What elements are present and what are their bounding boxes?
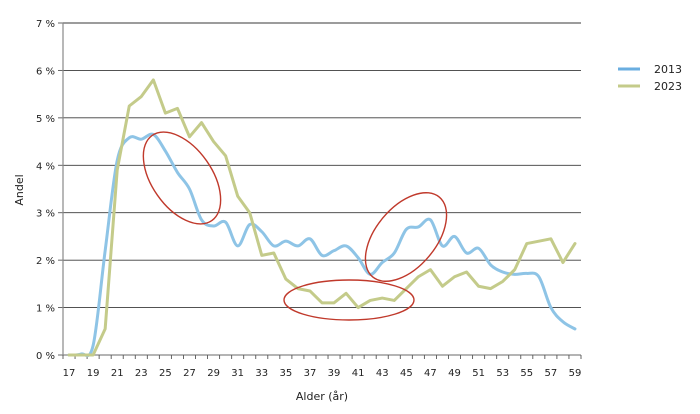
x-tick-label: 57 — [545, 368, 558, 379]
annotation-ellipse-2 — [283, 279, 415, 321]
y-tick-label: 3 % — [36, 209, 55, 220]
data-series — [67, 78, 577, 358]
x-tick-label: 43 — [376, 368, 389, 379]
annotation-ellipse-3 — [364, 192, 448, 282]
y-axis-title: Andel — [13, 174, 26, 205]
x-axis-title: Alder (år) — [296, 390, 348, 403]
x-tick-label: 51 — [472, 368, 485, 379]
series-line-2023 — [67, 78, 577, 357]
x-tick-label: 27 — [183, 368, 196, 379]
x-tick-label: 29 — [207, 368, 220, 379]
x-tick-label: 17 — [63, 368, 76, 379]
x-tick-label: 33 — [255, 368, 268, 379]
legend: 2013 2023 — [618, 63, 682, 93]
annotation-ellipses — [142, 131, 448, 321]
y-tick-label: 7 % — [36, 19, 55, 30]
y-axis-tick-labels: 0 % 1 % 2 % 3 % 4 % 5 % 6 % 7 % — [36, 19, 55, 362]
y-tick-label: 5 % — [36, 114, 55, 125]
y-tick-label: 0 % — [36, 351, 55, 362]
series-line-2013 — [67, 132, 577, 358]
x-tick-label: 19 — [87, 368, 100, 379]
x-tick-label: 53 — [496, 368, 509, 379]
x-tick-label: 59 — [569, 368, 582, 379]
y-tick-label: 2 % — [36, 256, 55, 267]
y-tick-label: 1 % — [36, 304, 55, 315]
x-tick-label: 55 — [520, 368, 533, 379]
axes — [58, 23, 582, 359]
y-tick-label: 6 % — [36, 66, 55, 77]
gridlines — [58, 22, 581, 356]
legend-label-2013: 2013 — [654, 63, 682, 76]
x-tick-label: 39 — [328, 368, 341, 379]
legend-label-2023: 2023 — [654, 80, 682, 93]
x-tick-label: 21 — [111, 368, 124, 379]
x-tick-label: 47 — [424, 368, 437, 379]
x-axis-tick-labels: 17 19 21 23 25 27 29 31 33 35 37 39 41 43 45 47 49 51 53 55… — [63, 368, 582, 379]
x-tick-label: 23 — [135, 368, 148, 379]
annotation-ellipse-1 — [142, 131, 222, 225]
x-tick-label: 31 — [231, 368, 244, 379]
y-tick-label: 4 % — [36, 161, 55, 172]
x-tick-label: 37 — [304, 368, 317, 379]
x-tick-label: 45 — [400, 368, 413, 379]
x-tick-label: 41 — [352, 368, 365, 379]
x-tick-label: 49 — [448, 368, 461, 379]
x-tick-label: 25 — [159, 368, 172, 379]
x-tick-label: 35 — [279, 368, 292, 379]
